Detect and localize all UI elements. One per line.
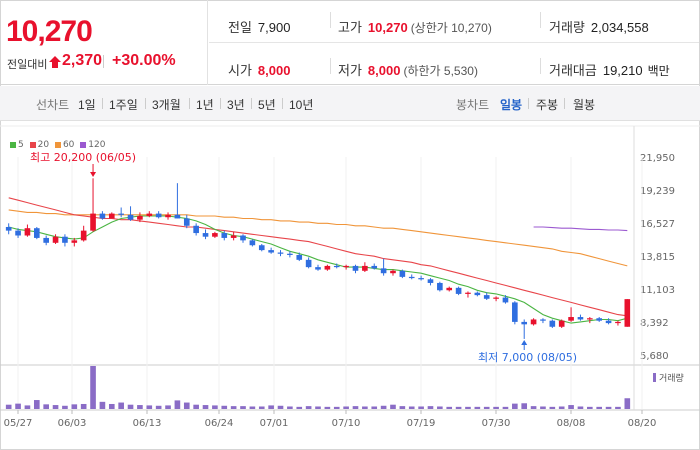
legend-ma120: 120 — [88, 140, 106, 150]
current-price: 10,270 — [6, 15, 93, 48]
divider — [102, 98, 103, 109]
divider — [145, 98, 146, 109]
period-3m[interactable]: 3개월 — [152, 98, 181, 112]
period-1w[interactable]: 1주일 — [109, 98, 138, 112]
high-price: 고가 10,270 (상한가 10,270) — [338, 20, 492, 35]
legend-swatch — [10, 141, 16, 148]
open-price: 시가 8,000 — [228, 63, 291, 78]
candle-monthly[interactable]: 월봉 — [573, 98, 596, 112]
legend-swatch — [54, 141, 61, 148]
prev-close: 전일 7,900 — [228, 20, 291, 35]
trade-value: 거래대금 19,210 백만 — [549, 63, 670, 78]
candle-chart-title: 봉차트 — [456, 98, 490, 112]
volume: 거래량 2,034,558 — [549, 20, 649, 35]
change-label: 전일대비 — [7, 58, 48, 71]
divider — [209, 42, 699, 43]
divider — [189, 98, 190, 109]
divider — [564, 98, 565, 109]
divider — [330, 58, 331, 74]
candle-weekly[interactable]: 주봉 — [536, 98, 559, 112]
divider — [282, 98, 283, 109]
candle-daily[interactable]: 일봉 — [500, 98, 523, 112]
price-box: 10,270 전일대비 2,370 +30.00% — [0, 0, 208, 85]
change-percent: +30.00% — [112, 52, 176, 69]
divider — [103, 55, 104, 68]
period-3y[interactable]: 3년 — [227, 98, 245, 112]
legend-ma5: 5 — [18, 140, 24, 150]
quote-header: 10,270 전일대비 2,370 +30.00% 전일 7,900 고가 10,2… — [0, 0, 700, 85]
legend-ma60: 60 — [62, 140, 75, 150]
legend-swatch — [80, 141, 87, 148]
divider — [528, 98, 529, 109]
divider — [540, 12, 541, 28]
divider — [540, 58, 541, 74]
period-10y[interactable]: 10년 — [289, 98, 314, 112]
legend-ma20: 20 — [37, 140, 50, 150]
legend-swatch — [29, 141, 36, 148]
chart-legend: 5 20 60 120 — [7, 140, 105, 150]
line-chart-title: 선차트 — [36, 98, 70, 112]
low-price: 저가 8,000 (하한가 5,530) — [338, 63, 478, 78]
up-triangle-icon — [49, 56, 61, 68]
divider — [251, 98, 252, 109]
chart-toolbar: 선차트 1일 1주일 3개월 1년 3년 5년 10년 봉차트 일봉 주봉 월봉 — [0, 86, 700, 121]
period-1y[interactable]: 1년 — [196, 98, 214, 112]
divider — [220, 98, 221, 109]
period-1d[interactable]: 1일 — [78, 98, 96, 112]
change-value: 2,370 — [62, 52, 103, 69]
divider — [330, 12, 331, 28]
period-5y[interactable]: 5년 — [258, 98, 276, 112]
